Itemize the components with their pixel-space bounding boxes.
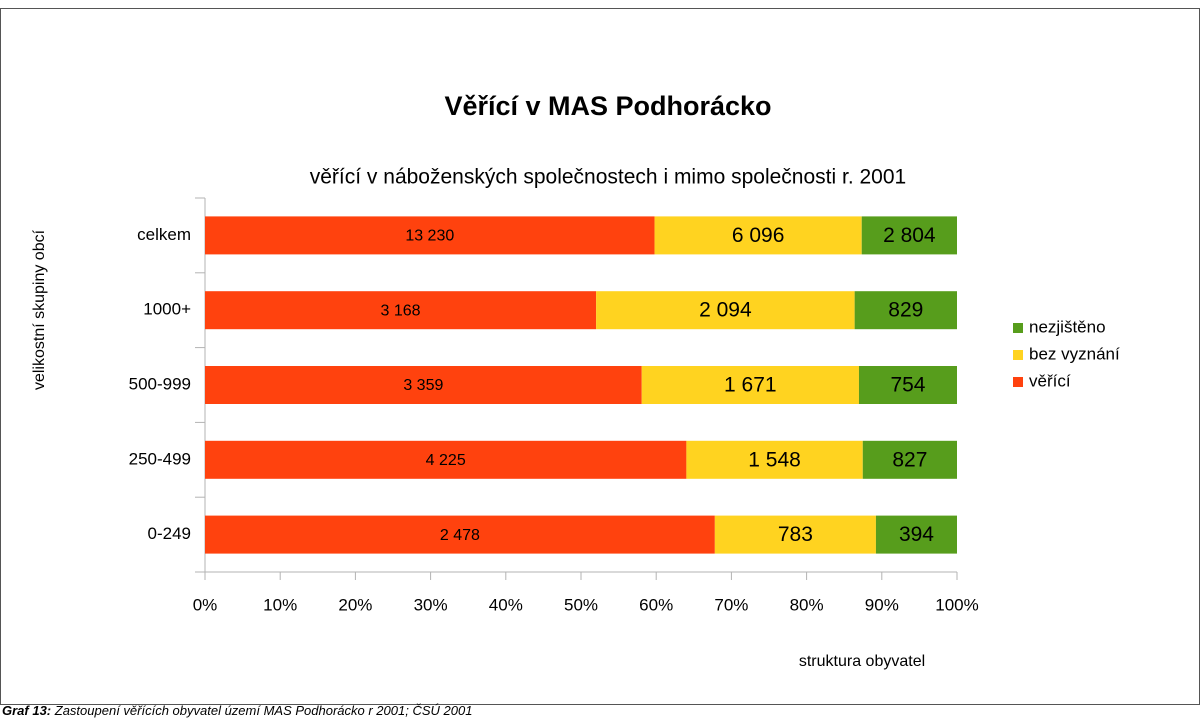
legend-label: bez vyznání bbox=[1029, 344, 1120, 363]
bar-segment bbox=[854, 291, 957, 330]
data-label: 2 094 bbox=[699, 299, 752, 322]
bar-segment bbox=[861, 216, 957, 255]
chart-title: Věřící v MAS Podhorácko bbox=[444, 91, 771, 121]
bar-segment bbox=[862, 440, 957, 479]
y-tick-label: celkem bbox=[137, 225, 191, 244]
x-tick-label: 90% bbox=[865, 595, 899, 614]
data-label: 829 bbox=[888, 299, 923, 322]
y-tick-label: 500-999 bbox=[129, 374, 191, 393]
y-axis-label: velikostní skupiny obcí bbox=[31, 229, 48, 390]
bar-segment bbox=[686, 440, 863, 479]
x-tick-label: 60% bbox=[639, 595, 673, 614]
data-label: 394 bbox=[899, 523, 934, 546]
x-tick-label: 100% bbox=[935, 595, 978, 614]
legend-label: věřící bbox=[1029, 371, 1071, 390]
legend-swatch bbox=[1013, 323, 1023, 333]
caption: Graf 13: Zastoupení věřících obyvatel úz… bbox=[2, 703, 472, 718]
bar-segment bbox=[654, 216, 862, 255]
x-tick-label: 20% bbox=[338, 595, 372, 614]
x-tick-label: 30% bbox=[414, 595, 448, 614]
x-tick-label: 70% bbox=[714, 595, 748, 614]
data-label: 827 bbox=[892, 448, 927, 471]
bar-segment bbox=[596, 291, 855, 330]
x-tick-label: 10% bbox=[263, 595, 297, 614]
bar-segment bbox=[205, 366, 642, 404]
data-label: 6 096 bbox=[732, 224, 785, 247]
x-tick-label: 40% bbox=[489, 595, 523, 614]
legend-label: nezjištěno bbox=[1029, 317, 1106, 336]
data-label: 3 168 bbox=[381, 302, 421, 319]
bar-segment bbox=[205, 291, 597, 330]
data-label: 13 230 bbox=[405, 228, 454, 245]
x-axis-label: struktura obyvatel bbox=[799, 653, 925, 670]
legend-swatch bbox=[1013, 377, 1023, 387]
bar-segment bbox=[875, 515, 957, 554]
bar-segment bbox=[205, 216, 655, 255]
x-tick-label: 0% bbox=[193, 595, 218, 614]
data-label: 3 359 bbox=[403, 377, 443, 394]
x-tick-label: 50% bbox=[564, 595, 598, 614]
x-tick-label: 80% bbox=[790, 595, 824, 614]
data-label: 2 478 bbox=[440, 527, 480, 544]
caption-text: Zastoupení věřících obyvatel území MAS P… bbox=[54, 703, 473, 718]
caption-label: Graf 13: bbox=[2, 703, 51, 718]
y-tick-label: 1000+ bbox=[143, 300, 191, 319]
chart-frame bbox=[0, 8, 1200, 705]
legend-swatch bbox=[1013, 350, 1023, 360]
bar-segment bbox=[641, 366, 859, 404]
data-label: 754 bbox=[890, 374, 925, 397]
bar-segment bbox=[714, 515, 876, 554]
bar-segment bbox=[205, 515, 715, 554]
data-label: 4 225 bbox=[426, 452, 466, 469]
bar-segment bbox=[205, 440, 687, 479]
chart-subtitle: věřící v náboženských společnostech i mi… bbox=[310, 166, 906, 189]
bar-segment bbox=[858, 366, 957, 404]
y-tick-label: 0-249 bbox=[148, 524, 191, 543]
data-label: 1 548 bbox=[748, 448, 801, 471]
data-label: 2 804 bbox=[883, 224, 936, 247]
data-label: 1 671 bbox=[724, 374, 777, 397]
y-tick-label: 250-499 bbox=[129, 449, 191, 468]
data-label: 783 bbox=[778, 523, 813, 546]
